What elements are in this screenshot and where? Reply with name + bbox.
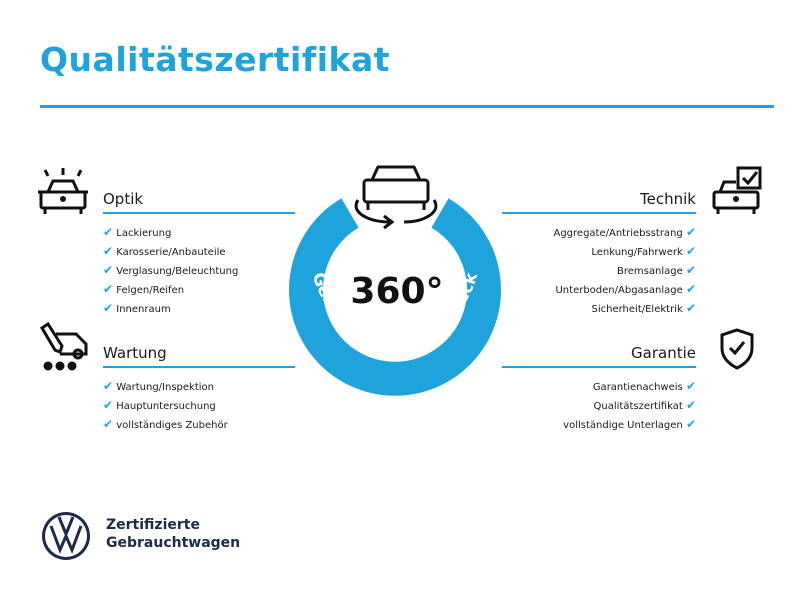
list-item: ✔ Felgen/Reifen (103, 282, 185, 296)
list-item: Unterboden/Abgasanlage ✔ (555, 282, 696, 296)
check-icon: ✔ (685, 244, 696, 258)
check-icon: ✔ (685, 301, 696, 315)
list-item: Aggregate/Antriebsstrang ✔ (553, 225, 696, 239)
list-item: ✔ Hauptuntersuchung (103, 398, 216, 412)
section-wartung: Wartung ✔ Wartung/Inspektion ✔ Hauptunte… (103, 342, 295, 434)
check-icon: ✔ (685, 225, 696, 239)
section-garantie: Garantie Garantienachweis ✔ Qualitätszer… (502, 342, 696, 434)
list-item: ✔ vollständiges Zubehör (103, 417, 228, 431)
check-icon: ✔ (103, 398, 114, 412)
list-item: ✔ Lackierung (103, 225, 172, 239)
list-item: Sicherheit/Elektrik ✔ (591, 301, 697, 315)
check-icon: ✔ (103, 417, 114, 431)
list-item: ✔ Wartung/Inspektion (103, 379, 214, 393)
check-icon: ✔ (103, 244, 114, 258)
rotating-car-icon (354, 165, 438, 230)
section-optik: Optik ✔ Lackierung ✔ Karosserie/Anbautei… (103, 188, 295, 318)
list-item: ✔ Karosserie/Anbauteile (103, 244, 226, 258)
check-icon: ✔ (685, 282, 696, 296)
section-title: Technik (640, 190, 696, 208)
check-icon: ✔ (685, 398, 696, 412)
divider (502, 366, 696, 368)
vw-logo-icon (42, 512, 90, 560)
divider (502, 212, 696, 214)
car-light-icon (38, 168, 88, 214)
divider (103, 366, 295, 368)
check-icon: ✔ (103, 225, 114, 239)
degrees-label: 360° (350, 271, 443, 312)
check-icon: ✔ (103, 379, 114, 393)
shield-check-icon (720, 328, 754, 370)
check-icon: ✔ (685, 417, 696, 431)
list-item: ✔ Verglasung/Beleuchtung (103, 263, 239, 277)
list-item: Qualitätszertifikat ✔ (593, 398, 697, 412)
check-icon: ✔ (685, 379, 696, 393)
section-title: Optik (103, 190, 144, 208)
divider (40, 105, 774, 108)
brand-label: Zertifizierte Gebrauchtwagen (106, 517, 241, 551)
section-technik: Technik Aggregate/Antriebsstrang ✔ Lenku… (502, 188, 696, 318)
section-title: Wartung (103, 344, 167, 362)
divider (103, 212, 295, 214)
check-icon: ✔ (685, 263, 696, 277)
check-icon: ✔ (103, 282, 114, 296)
ring (289, 198, 501, 396)
list-item: ✔ Innenraum (103, 301, 171, 315)
list-item: Garantienachweis ✔ (592, 379, 696, 393)
check-icon: ✔ (103, 301, 114, 315)
car-checklist-icon (712, 166, 762, 214)
list-item: vollständige Unterlagen ✔ (563, 417, 696, 431)
page-title: Qualitätszertifikat (40, 40, 391, 79)
list-item: Lenkung/Fahrwerk ✔ (591, 244, 696, 258)
service-tools-icon (39, 322, 88, 371)
section-title: Garantie (631, 344, 696, 362)
check-icon: ✔ (103, 263, 114, 277)
list-item: Bremsanlage ✔ (617, 263, 696, 277)
